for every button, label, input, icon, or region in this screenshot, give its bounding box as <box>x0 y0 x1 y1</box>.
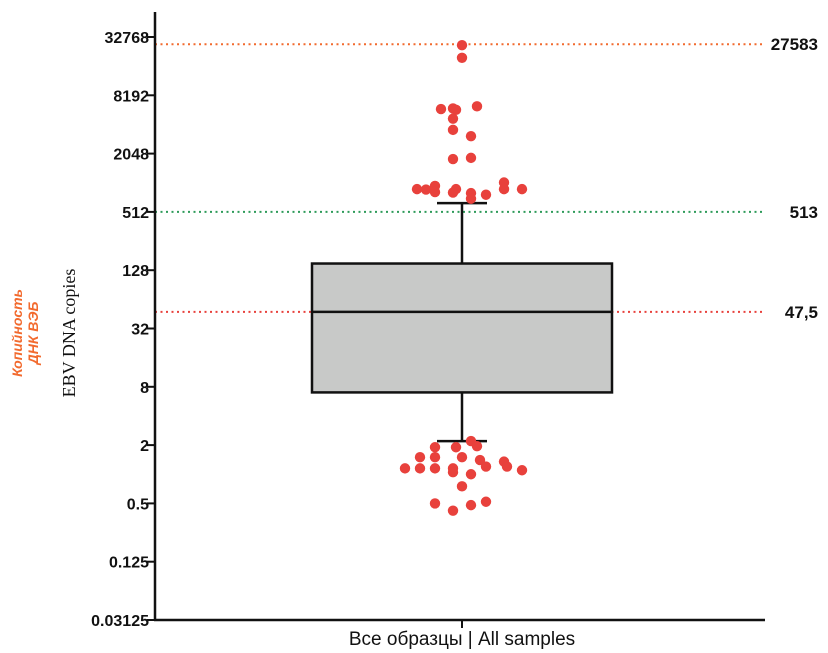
data-point <box>465 152 477 164</box>
y-tick-label: 2048 <box>113 147 149 164</box>
data-point <box>465 193 477 204</box>
y-tick-label: 8 <box>140 380 149 397</box>
data-point <box>456 39 468 51</box>
data-point <box>480 461 492 472</box>
y-tick-label: 0.125 <box>109 555 149 572</box>
data-point <box>447 187 459 198</box>
data-point <box>480 189 492 200</box>
data-point <box>516 183 528 195</box>
data-point <box>480 496 492 507</box>
reference-line-label: 47,5 <box>785 303 818 322</box>
data-point <box>414 451 426 463</box>
data-point <box>450 104 462 116</box>
y-tick-label: 32 <box>131 322 149 339</box>
y-axis-title-ru-line1: Копийность <box>9 289 25 377</box>
data-points <box>399 39 528 516</box>
y-tick-label: 0.5 <box>127 496 149 513</box>
data-point <box>429 442 441 453</box>
data-point <box>465 499 477 511</box>
axes: 0.03125 0.125 0.5 2 8 32 128 512 2048 8192 32768 <box>91 12 765 630</box>
y-tick-label: 2 <box>140 438 149 455</box>
data-point <box>399 463 411 474</box>
data-point <box>414 463 426 474</box>
y-axis-title-en: EBV DNA copies <box>59 269 79 398</box>
data-point <box>420 184 432 195</box>
data-point <box>429 451 441 463</box>
data-point <box>456 481 468 492</box>
data-point <box>465 469 477 480</box>
data-point <box>429 186 441 198</box>
data-point <box>411 183 423 195</box>
data-point <box>447 113 459 124</box>
data-point <box>498 183 510 195</box>
y-tick-label: 8192 <box>113 88 149 105</box>
data-point <box>435 103 447 115</box>
reference-lines: 27583 513 47,5 <box>155 35 818 322</box>
interquartile-box <box>310 262 614 394</box>
data-point <box>501 461 513 472</box>
data-point <box>447 466 459 478</box>
y-axis-title-ru-line2: ДНК ВЭБ <box>25 302 41 366</box>
y-tick-label: 32768 <box>105 30 150 47</box>
data-point <box>429 498 441 509</box>
reference-line-label: 27583 <box>771 35 818 54</box>
data-point <box>471 101 483 112</box>
y-tick-label: 512 <box>122 205 149 222</box>
reference-line-label: 513 <box>790 203 818 222</box>
data-point <box>456 451 468 463</box>
data-point <box>456 52 468 63</box>
data-point <box>447 153 459 165</box>
y-tick-label: 0.03125 <box>91 613 149 630</box>
data-point <box>447 505 459 516</box>
data-point <box>447 124 459 136</box>
y-tick-label: 128 <box>122 263 149 280</box>
data-point <box>429 463 441 474</box>
data-point <box>450 442 462 453</box>
data-point <box>516 465 528 476</box>
data-point <box>465 130 477 142</box>
x-category-label: Все образцы | All samples <box>349 629 575 650</box>
box-layer <box>310 201 614 443</box>
data-point <box>471 440 483 452</box>
